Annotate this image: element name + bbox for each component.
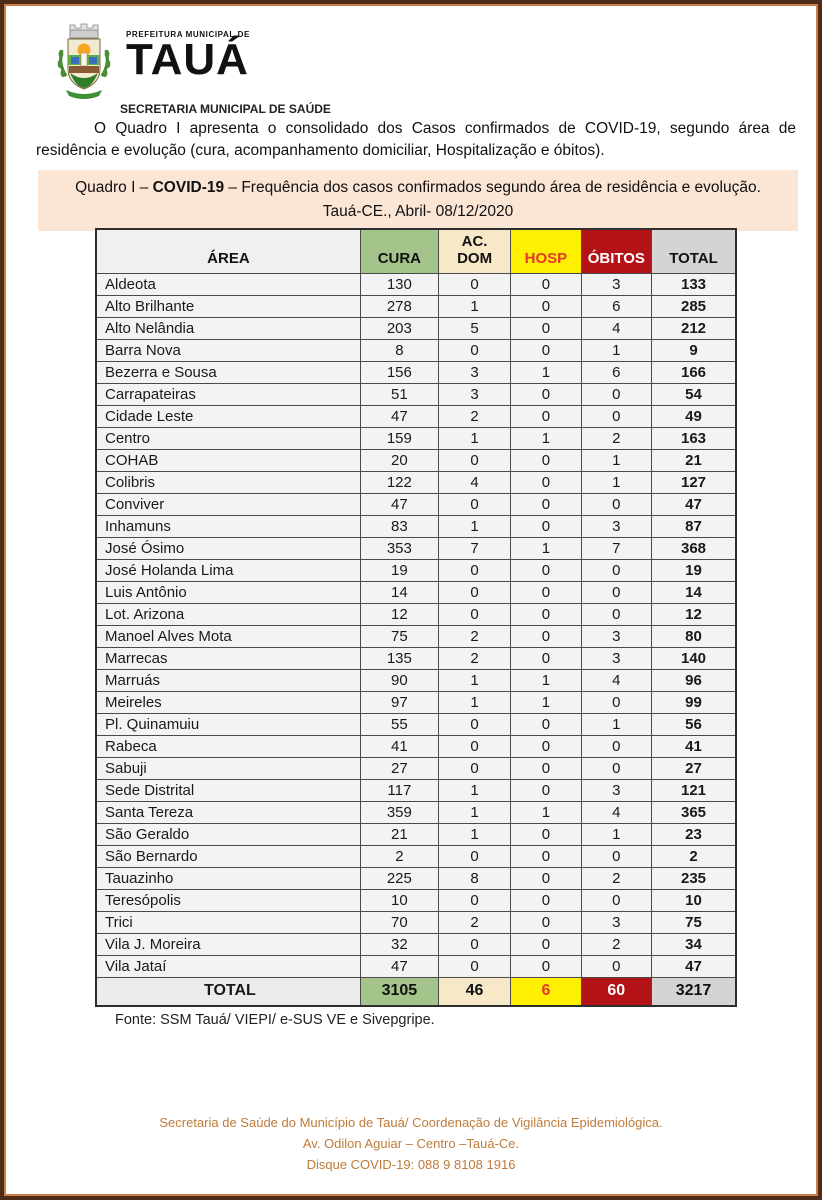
table-row: Carrapateiras 51 3 0 0 54 (95, 382, 737, 406)
org-name-small: PREFEITURA MUNICIPAL DE (126, 30, 250, 39)
table-row: Centro 159 1 1 2 163 (95, 426, 737, 450)
table-row: Colibris 122 4 0 1 127 (95, 470, 737, 494)
table-row: São Bernardo 2 0 0 0 2 (95, 844, 737, 868)
table-row: São Geraldo 21 1 0 1 23 (95, 822, 737, 846)
table-row: Sede Distrital 117 1 0 3 121 (95, 778, 737, 802)
footer-line2: Av. Odilon Aguiar – Centro –Tauá-Ce. (302, 1135, 520, 1151)
column-header-area: ÁREA (95, 228, 361, 274)
column-header-hosp: HOSP (510, 228, 582, 274)
table-row: José Holanda Lima 19 0 0 0 19 (95, 558, 737, 582)
table-row: Trici 70 2 0 3 75 (95, 910, 737, 934)
column-header-total: TOTAL (651, 228, 737, 274)
quadro-date-line: Tauá-CE., Abril- 08/12/2020 (322, 203, 514, 221)
table-row: Manoel Alves Mota 75 2 0 3 80 (95, 624, 737, 648)
table-row: Barra Nova 8 0 0 1 9 (95, 338, 737, 362)
table-row: Teresópolis 10 0 0 0 10 (95, 888, 737, 912)
org-wordmark: PREFEITURA MUNICIPAL DE TAUÁ (126, 30, 250, 81)
footer-contact: Secretaria de Saúde do Município de Tauá… (0, 1113, 822, 1175)
covid-table: ÁREA CURA AC. DOM HOSP ÓBITOS TOTAL Aldeota 13… (95, 228, 737, 1007)
intro-paragraph: O Quadro I apresenta o consolidado dos C… (36, 120, 796, 159)
quadro-title-box: Quadro I – COVID-19 – Frequência dos cas… (38, 170, 798, 232)
table-row: Sabuji 27 0 0 0 27 (95, 756, 737, 780)
table-row: Aldeota 130 0 0 3 133 (95, 272, 737, 296)
table-row: Luis Antônio 14 0 0 0 14 (95, 580, 737, 604)
column-header-ac_dom: AC. DOM (437, 228, 512, 274)
table-row: Conviver 47 0 0 0 47 (95, 492, 737, 516)
quadro-title-line1: Quadro I – COVID-19 – Frequência dos cas… (75, 179, 761, 196)
department-title: SECRETARIA MUNICIPAL DE SAÚDE (120, 102, 331, 116)
table-row: Bezerra e Sousa 156 3 1 6 166 (95, 360, 737, 384)
table-row: Alto Nelândia 203 5 0 4 212 (95, 316, 737, 340)
source-note: Fonte: SSM Tauá/ VIEPI/ e-SUS VE e Sivep… (115, 1012, 435, 1028)
table-row: Marruás 90 1 1 4 96 (95, 668, 737, 692)
table-row: Vila J. Moreira 32 0 0 2 34 (95, 932, 737, 956)
table-row: Rabeca 41 0 0 0 41 (95, 734, 737, 758)
table-row: Cidade Leste 47 2 0 0 49 (95, 404, 737, 428)
table-row: Pl. Quinamuiu 55 0 0 1 56 (95, 712, 737, 736)
org-name: TAUÁ (126, 35, 249, 84)
table-body: Aldeota 130 0 0 3 133 Alto Brilhante 278 1 0 6 285 A… (95, 272, 737, 1007)
table-row: Tauazinho 225 8 0 2 235 (95, 866, 737, 890)
footer-line3: Disque COVID-19: 088 9 8108 1916 (306, 1156, 516, 1172)
table-row: Inhamuns 83 1 0 3 87 (95, 514, 737, 538)
table-row: Alto Brilhante 278 1 0 6 285 (95, 294, 737, 318)
table-row: Vila Jataí 47 0 0 0 47 (95, 954, 737, 978)
column-header-obitos: ÓBITOS (580, 228, 653, 274)
table-row: Meireles 97 1 1 0 99 (95, 690, 737, 714)
column-header-cura: CURA (359, 228, 439, 274)
table-total-row: TOTAL 3105 46 6 60 3217 (95, 976, 737, 1007)
table-row: Santa Tereza 359 1 1 4 365 (95, 800, 737, 824)
table-header-row: ÁREA CURA AC. DOM HOSP ÓBITOS TOTAL (95, 228, 737, 274)
table-row: Marrecas 135 2 0 3 140 (95, 646, 737, 670)
table-row: COHAB 20 0 0 1 21 (95, 448, 737, 472)
coat-of-arms-icon (57, 23, 111, 99)
header-logo: PREFEITURA MUNICIPAL DE TAUÁ (56, 20, 250, 100)
table-row: Lot. Arizona 12 0 0 0 12 (95, 602, 737, 626)
table-zone: ÁREA CURA AC. DOM HOSP ÓBITOS TOTAL Aldeota 13… (95, 228, 737, 1028)
footer-line1: Secretaria de Saúde do Município de Tauá… (159, 1115, 663, 1130)
table-row: José Ósimo 353 7 1 7 368 (95, 536, 737, 560)
